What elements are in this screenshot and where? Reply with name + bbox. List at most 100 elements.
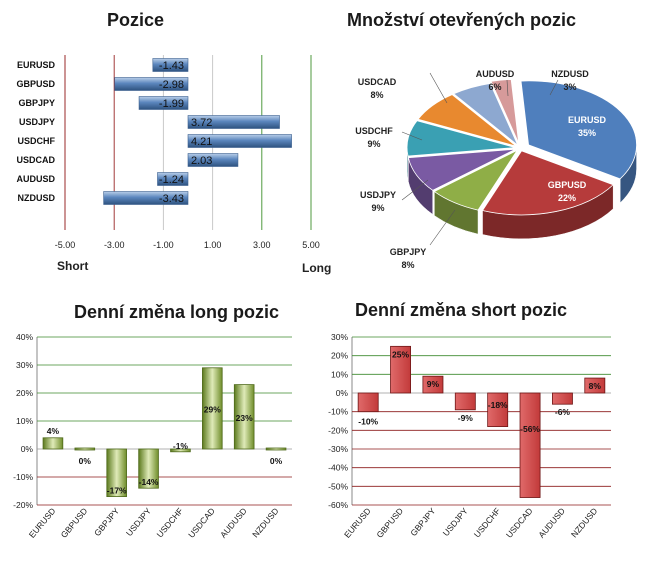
y-tick-label: -10% bbox=[328, 407, 348, 417]
pie-label-name: EURUSD bbox=[568, 115, 607, 125]
x-tick-label: 5.00 bbox=[302, 240, 320, 250]
bar-value-label: -1.99 bbox=[159, 98, 184, 110]
pie-label-name: GBPUSD bbox=[548, 180, 587, 190]
category-label: AUDUSD bbox=[218, 506, 249, 540]
y-tick-label: 0% bbox=[336, 388, 349, 398]
bar-value-label: 0% bbox=[79, 456, 92, 466]
bar-value-label: 3.72 bbox=[191, 117, 212, 129]
pie-label-pct: 6% bbox=[488, 82, 501, 92]
pie-leader-line bbox=[401, 179, 429, 201]
open-positions-chart-title: Množství otevřených pozic bbox=[347, 10, 577, 30]
bar-value-label: -2.98 bbox=[159, 79, 184, 91]
pie-label-name: USDJPY bbox=[360, 190, 396, 200]
pie-leader-line bbox=[506, 79, 509, 97]
y-tick-label: 30% bbox=[331, 332, 348, 342]
pie-label-pct: 35% bbox=[578, 128, 596, 138]
x-tick-label: -3.00 bbox=[104, 240, 125, 250]
bar bbox=[187, 134, 292, 148]
bar bbox=[390, 345, 411, 394]
y-tick-label: 20% bbox=[331, 351, 348, 361]
bar bbox=[454, 392, 476, 411]
positions-chart-panel: Pozice -5.00 -3.00 -1.00 1.00 3.00 5.00 EURUSD… bbox=[0, 0, 340, 285]
x-tick-label: 1.00 bbox=[204, 240, 222, 250]
category-label: GBPJPY bbox=[92, 506, 121, 538]
pie-slice bbox=[490, 79, 520, 144]
daily-long-chart-panel: Denní změna long pozic -20% -10% 0% 10% 20% 3… bbox=[0, 290, 300, 561]
bar bbox=[187, 115, 280, 129]
daily-short-chart-panel: Denní změna short pozic -60% -50% -40% -30%… bbox=[305, 290, 651, 561]
y-tick-label: 10% bbox=[16, 416, 33, 426]
y-tick-label: -60% bbox=[328, 500, 348, 510]
y-tick-label: 40% bbox=[16, 332, 33, 342]
bar bbox=[106, 448, 127, 497]
category-label: USDJPY bbox=[124, 506, 153, 538]
category-label: USDCAD bbox=[16, 155, 55, 165]
bar-value-label: -18% bbox=[488, 400, 508, 410]
category-label: USDJPY bbox=[441, 506, 470, 538]
pie-slice bbox=[520, 80, 637, 180]
bar-value-label: -56% bbox=[520, 424, 540, 434]
x-tick-label: -5.00 bbox=[55, 240, 76, 250]
bar bbox=[42, 437, 64, 450]
x-tick-label: 3.00 bbox=[253, 240, 271, 250]
category-label: EURUSD bbox=[342, 506, 373, 540]
bar-value-label: -1% bbox=[173, 441, 189, 451]
pie-leader-line bbox=[429, 209, 456, 246]
bar-value-label: -10% bbox=[358, 417, 378, 427]
category-label: NZDUSD bbox=[569, 506, 599, 540]
pie-label-pct: 22% bbox=[558, 193, 576, 203]
y-tick-label: 10% bbox=[331, 369, 348, 379]
bar-value-label: -6% bbox=[555, 407, 571, 417]
daily-short-chart: -60% -50% -40% -30% -20% -10% 0% 10% 20% 30% -10% E… bbox=[328, 332, 611, 540]
daily-short-chart-title: Denní změna short pozic bbox=[355, 300, 568, 320]
category-label: NZDUSD bbox=[250, 506, 280, 540]
bar-value-label: -17% bbox=[107, 486, 127, 496]
long-label: Long bbox=[302, 261, 331, 275]
pie-label-pct: 8% bbox=[370, 90, 383, 100]
bar bbox=[187, 153, 239, 167]
bar-value-label: 4.21 bbox=[191, 136, 212, 148]
bar-value-label: 23% bbox=[236, 413, 253, 423]
bar-value-label: -1.43 bbox=[159, 60, 184, 72]
category-label: GBPJPY bbox=[408, 506, 437, 538]
open-positions-chart: EURUSD 35% GBPUSD 22% GBPJPY 8% USDJPY 9% USDCHF… bbox=[355, 69, 637, 270]
short-label: Short bbox=[57, 259, 88, 273]
category-label: GBPUSD bbox=[374, 506, 405, 540]
bar bbox=[202, 367, 223, 450]
positions-chart-title: Pozice bbox=[107, 10, 165, 30]
category-label: GBPJPY bbox=[18, 98, 55, 108]
pie-label-name: USDCAD bbox=[358, 77, 397, 87]
pie-label-pct: 9% bbox=[371, 203, 384, 213]
bar-value-label: 9% bbox=[427, 379, 440, 389]
category-label: USDCHF bbox=[18, 136, 56, 146]
bar bbox=[487, 392, 509, 427]
pie-label-name: NZDUSD bbox=[551, 69, 589, 79]
y-tick-label: 30% bbox=[16, 360, 33, 370]
y-tick-label: -10% bbox=[13, 472, 33, 482]
category-label: USDCAD bbox=[186, 506, 217, 540]
pie-slice bbox=[407, 148, 516, 191]
category-label: AUDUSD bbox=[16, 174, 55, 184]
open-positions-chart-panel: Množství otevřených pozic EURUSD 35% GBPUS… bbox=[340, 0, 651, 285]
category-label: GBPUSD bbox=[59, 506, 90, 540]
bar bbox=[114, 77, 189, 91]
bar-value-label: -14% bbox=[139, 477, 159, 487]
category-label: EURUSD bbox=[27, 506, 58, 540]
y-tick-label: -20% bbox=[328, 425, 348, 435]
pie-slice bbox=[481, 150, 614, 216]
bar-value-label: -3.43 bbox=[159, 193, 184, 205]
pie-leader-line bbox=[549, 79, 559, 96]
bar-value-label: 29% bbox=[204, 404, 221, 414]
daily-long-chart-title: Denní změna long pozic bbox=[74, 302, 280, 322]
y-tick-label: 0% bbox=[21, 444, 34, 454]
bar-value-label: -1.24 bbox=[159, 174, 184, 186]
pie-slice bbox=[406, 120, 516, 157]
bar bbox=[152, 58, 189, 72]
daily-long-chart: -20% -10% 0% 10% 20% 30% 40% 4% EURUSD 0% GBPUSD -1… bbox=[13, 332, 292, 540]
bar bbox=[170, 448, 191, 453]
category-label: EURUSD bbox=[17, 60, 56, 70]
category-label: USDJPY bbox=[19, 117, 55, 127]
bar bbox=[233, 384, 255, 450]
bar bbox=[138, 96, 189, 110]
pie-leader-line bbox=[429, 72, 448, 104]
